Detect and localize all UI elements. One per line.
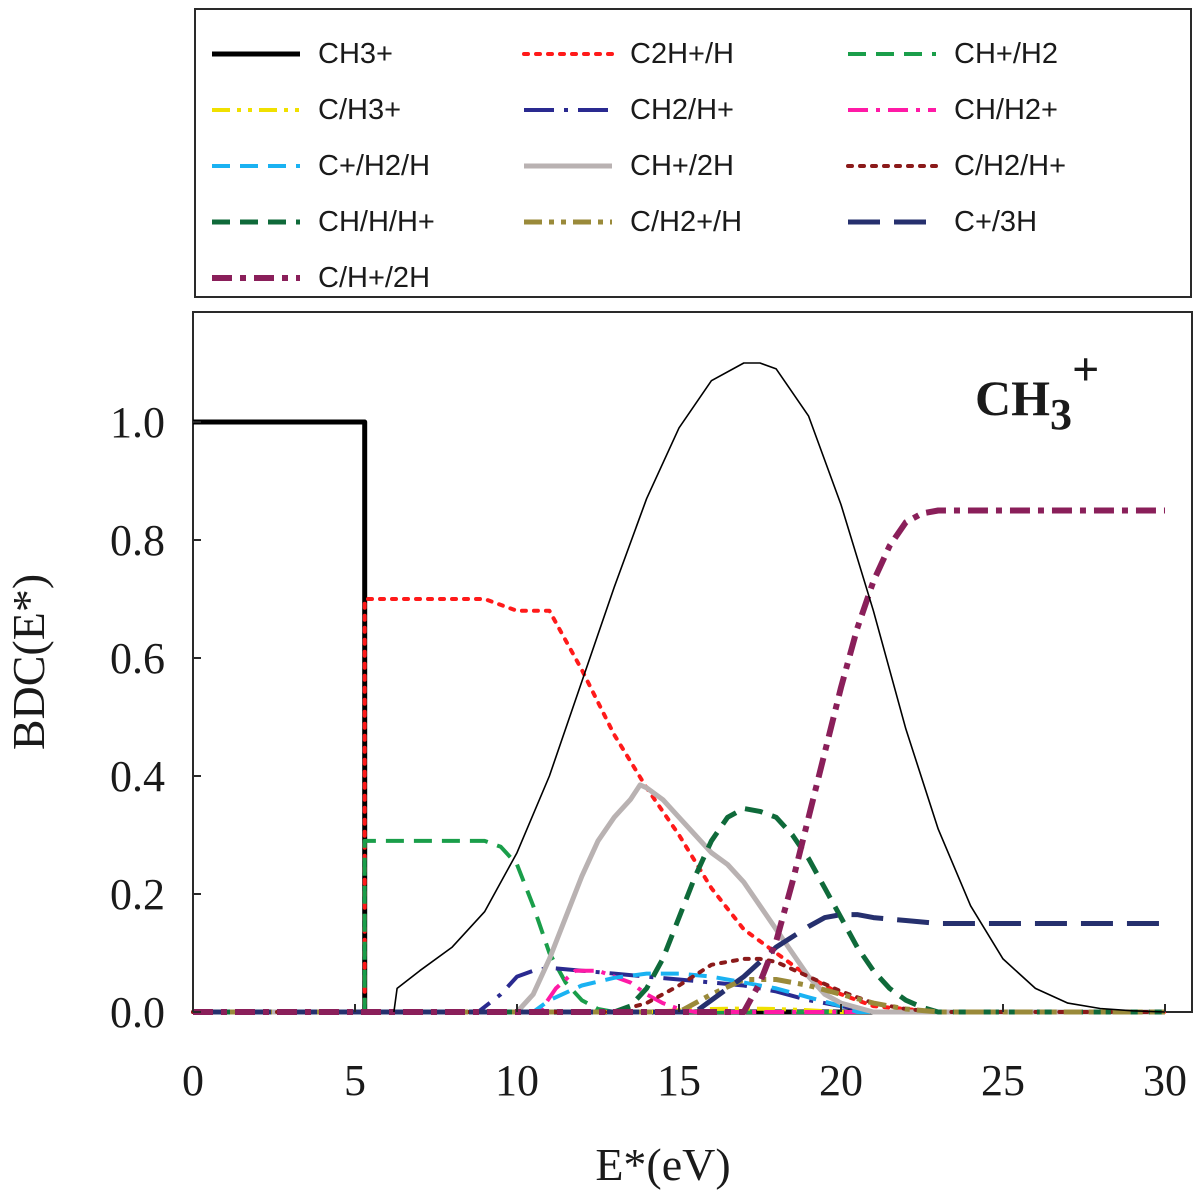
chart-annotation: CH3+ — [975, 343, 1099, 439]
legend-label: C+/H2/H — [318, 150, 431, 182]
x-tick-label: 20 — [819, 1056, 863, 1105]
legend-label: CH2/H+ — [630, 94, 734, 126]
x-tick-label: 30 — [1143, 1056, 1187, 1105]
y-tick-label: 1.0 — [110, 398, 165, 447]
series-line-ch2-h — [193, 965, 1165, 1014]
x-tick-label: 5 — [344, 1056, 366, 1105]
y-tick-label: 0.8 — [110, 516, 165, 565]
legend-label: CH+/H2 — [954, 38, 1058, 70]
annotation-base: CH — [975, 370, 1050, 426]
series-line-ch-h2 — [193, 968, 1165, 1014]
series-line-ch-h2 — [193, 838, 1165, 1014]
legend-item-c-h2-h: C/H2+/H — [520, 202, 820, 242]
legend-item-ch3: CH3+ — [208, 34, 508, 74]
legend-item-c-h3: C/H3+ — [208, 90, 508, 130]
legend-swatch — [212, 275, 300, 281]
x-tick-label: 10 — [495, 1056, 539, 1105]
x-tick-label: 25 — [981, 1056, 1025, 1105]
series-line-ch-h-h — [193, 806, 1165, 1015]
series-line-c-h3 — [193, 1006, 1165, 1014]
tick-layer: 0 5 10 15 20 25 30 0.0 0.2 0.4 0.6 0.8 1.0 — [110, 398, 1187, 1105]
legend-swatch — [522, 52, 614, 56]
legend-label: CH3+ — [318, 38, 393, 70]
x-axis-title: E*(eV) — [595, 1139, 730, 1190]
y-tick-label: 0.0 — [110, 988, 165, 1037]
series-line-c2h-h — [191, 597, 1167, 1014]
annotation-sup: + — [1072, 343, 1099, 396]
series-line-c-h2-h — [193, 971, 1165, 1014]
legend-item-ch-h2: CH/H2+ — [844, 90, 1144, 130]
legend-label: C/H+/2H — [318, 262, 431, 294]
legend-swatch — [524, 108, 612, 112]
series-layer — [191, 362, 1167, 1015]
y-tick-label: 0.6 — [110, 634, 165, 683]
legend-item-c-3h: C+/3H — [844, 202, 1144, 242]
legend-item-c-h2-h: C+/H2/H — [208, 146, 508, 186]
legend-label: C/H3+ — [318, 94, 402, 126]
legend-swatch — [848, 108, 936, 112]
legend-swatch — [846, 164, 938, 168]
series-line-c-3h — [193, 912, 1165, 1015]
legend-swatch — [524, 219, 612, 225]
legend-swatch — [212, 219, 300, 225]
annotation-sub: 3 — [1050, 390, 1072, 439]
x-tick-label: 15 — [657, 1056, 701, 1105]
legend-label: CH+/2H — [630, 150, 734, 182]
y-tick-label: 0.2 — [110, 870, 165, 919]
x-tick-label: 0 — [182, 1056, 204, 1105]
legend-item-c-h2-h: C/H2/H+ — [844, 146, 1144, 186]
legend-swatch — [848, 52, 936, 56]
legend-swatch — [212, 108, 300, 112]
legend-item-ch-h-h: CH/H/H+ — [208, 202, 508, 242]
legend-label: C+/3H — [954, 206, 1038, 238]
series-line-envelope — [393, 362, 1166, 1013]
legend-item-ch2-h: CH2/H+ — [520, 90, 820, 130]
y-axis-title: BDC(E*) — [3, 574, 54, 750]
legend-item-ch-h2: CH+/H2 — [844, 34, 1144, 74]
y-tick-label: 0.4 — [110, 752, 165, 801]
legend-swatch — [524, 163, 612, 169]
legend-swatch — [212, 51, 300, 57]
legend-label: C2H+/H — [630, 38, 734, 70]
legend-label: CH/H2+ — [954, 94, 1058, 126]
legend-swatch — [848, 219, 936, 225]
legend-label: C/H2+/H — [630, 206, 743, 238]
legend-item-c2h-h: C2H+/H — [520, 34, 820, 74]
legend-item-ch-2h: CH+/2H — [520, 146, 820, 186]
legend-swatch — [212, 164, 300, 168]
legend-label: C/H2/H+ — [954, 150, 1067, 182]
legend: CH3+ C/H3+ C+/H2/H CH/H/H+ C/H+/2H C2H+/H CH2/… — [194, 8, 1192, 298]
legend-label: CH/H/H+ — [318, 206, 435, 238]
legend-item-c-h-2h: C/H+/2H — [208, 258, 508, 298]
series-line-c-h-2h — [193, 507, 1165, 1015]
